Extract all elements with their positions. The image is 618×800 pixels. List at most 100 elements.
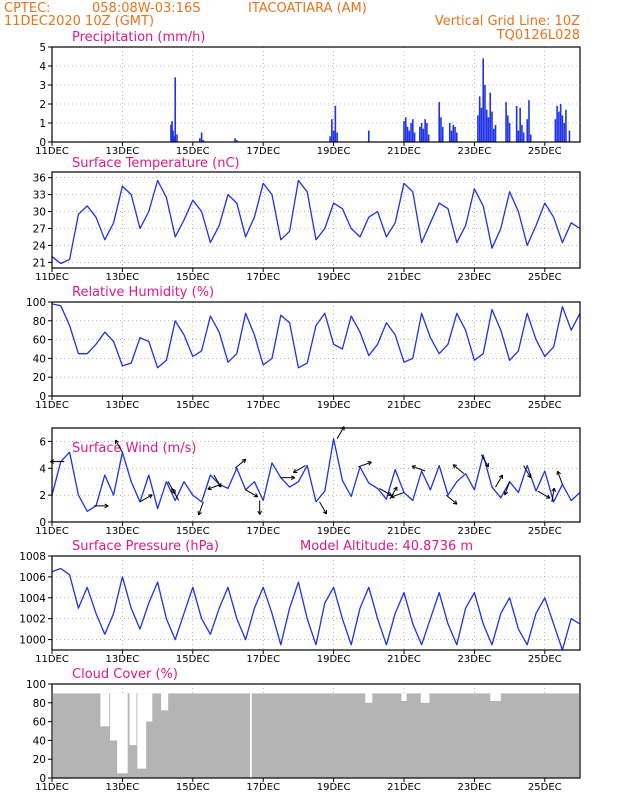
x-tick-label: 23DEC	[458, 272, 492, 283]
x-tick-label: 13DEC	[106, 526, 140, 537]
precip-bar	[334, 105, 337, 142]
x-tick-label: 17DEC	[246, 146, 280, 157]
precip-bar	[412, 119, 414, 142]
precip-bar	[170, 124, 172, 142]
precip-bar	[171, 121, 173, 142]
y-tick-label: 100	[26, 297, 46, 309]
precip-bar	[404, 117, 407, 142]
precip-bar	[489, 92, 492, 142]
precip-bar	[172, 130, 174, 142]
precip-bar	[336, 132, 338, 142]
y-tick-label: 20	[33, 754, 46, 766]
y-tick-label: 6	[39, 436, 46, 448]
wind-arrow	[257, 500, 263, 515]
wind-arrow	[445, 494, 458, 505]
x-tick-label: 23DEC	[458, 526, 492, 537]
precip-bar	[561, 115, 564, 142]
precip-bar	[522, 132, 525, 142]
x-tick-label: 15DEC	[176, 272, 210, 283]
wind-arrow	[452, 464, 465, 475]
x-tick-label: 11DEC	[35, 146, 69, 157]
y-tick-label: 60	[33, 717, 46, 729]
x-tick-label: 23DEC	[458, 782, 492, 793]
precip-bar	[477, 115, 479, 142]
precip-bar	[403, 121, 405, 142]
wind-arrow	[537, 490, 551, 499]
x-tick-label: 15DEC	[176, 400, 210, 411]
x-tick-label: 21DEC	[387, 782, 421, 793]
header-grid-note: Vertical Grid Line: 10Z	[435, 14, 580, 29]
precip-bar	[526, 119, 528, 142]
y-tick-label: 30	[33, 207, 46, 219]
y-tick-label: 2	[39, 490, 46, 502]
wind-arrow	[390, 491, 405, 499]
x-tick-label: 15DEC	[176, 146, 210, 157]
model-altitude-annotation: Model Altitude: 40.8736 m	[300, 539, 473, 554]
precip-bar	[478, 96, 481, 142]
precip-bar	[494, 124, 497, 142]
precip-bar	[529, 134, 532, 142]
y-tick-label: 27	[33, 223, 46, 235]
header-coords: 058:08W-03:16S	[92, 1, 200, 16]
y-tick-label: 1	[39, 118, 46, 130]
precip-bar	[484, 85, 486, 142]
x-tick-label: 19DEC	[317, 272, 351, 283]
y-tick-label: 4	[39, 61, 46, 73]
y-tick-label: 1006	[19, 572, 46, 584]
cloud-dip	[365, 693, 373, 703]
y-tick-label: 20	[33, 372, 46, 384]
precip-bar	[515, 105, 518, 142]
x-tick-label: 11DEC	[35, 400, 69, 411]
x-tick-label: 13DEC	[106, 146, 140, 157]
precip-bar	[528, 100, 530, 142]
y-tick-label: 4	[39, 463, 46, 475]
x-tick-label: 17DEC	[246, 526, 280, 537]
x-tick-label: 21DEC	[387, 146, 421, 157]
x-tick-label: 23DEC	[458, 654, 492, 665]
precip-bar	[200, 132, 203, 142]
wind-arrow	[94, 503, 109, 509]
x-tick-label: 25DEC	[528, 526, 562, 537]
cloud-dip	[420, 693, 430, 703]
cloud-dip	[490, 693, 501, 701]
precip-bar	[508, 123, 511, 142]
precip-bar	[424, 119, 426, 142]
x-tick-label: 11DEC	[35, 782, 69, 793]
header-source: CPTEC:	[4, 1, 51, 16]
x-tick-label: 15DEC	[176, 654, 210, 665]
precip-bar	[176, 134, 178, 142]
cloud-dip	[137, 693, 147, 769]
x-tick-label: 25DEC	[528, 146, 562, 157]
x-tick-label: 19DEC	[317, 654, 351, 665]
header-model: TQ0126L028	[496, 28, 580, 43]
cloud-dip	[117, 693, 128, 774]
x-tick-label: 23DEC	[458, 400, 492, 411]
precip-bar	[199, 138, 201, 142]
temperature-title: Surface Temperature (nC)	[72, 156, 240, 171]
wind-arrow	[292, 465, 306, 474]
cloud-cover-title: Cloud Cover (%)	[72, 667, 178, 682]
precip-bar	[420, 123, 423, 142]
precip-bar	[174, 77, 176, 142]
wind-arrow	[171, 487, 180, 501]
precipitation-title: Precipitation (mm/h)	[72, 30, 205, 45]
precip-bar	[517, 130, 520, 142]
cloud-dip	[401, 693, 407, 701]
precip-bar	[482, 58, 484, 142]
x-tick-label: 21DEC	[387, 654, 421, 665]
precip-bar	[491, 111, 493, 142]
cloud-dip	[100, 693, 110, 727]
precip-bar	[440, 117, 442, 142]
x-tick-label: 23DEC	[458, 146, 492, 157]
y-tick-label: 24	[33, 240, 47, 252]
x-tick-label: 11DEC	[35, 526, 69, 537]
x-tick-label: 15DEC	[176, 782, 210, 793]
x-tick-label: 13DEC	[106, 782, 140, 793]
wind-arrow	[411, 465, 426, 472]
precip-bar	[426, 123, 428, 142]
precip-bar	[329, 136, 331, 142]
precipitation-panel: Precipitation (mm/h) 0 1 2 3 4 5 11DEC 13DEC 15D…	[35, 30, 581, 157]
pressure-panel: Surface Pressure (hPa) Model Altitude: 4…	[19, 539, 581, 665]
y-tick-label: 5	[39, 42, 46, 54]
x-tick-label: 25DEC	[528, 782, 562, 793]
